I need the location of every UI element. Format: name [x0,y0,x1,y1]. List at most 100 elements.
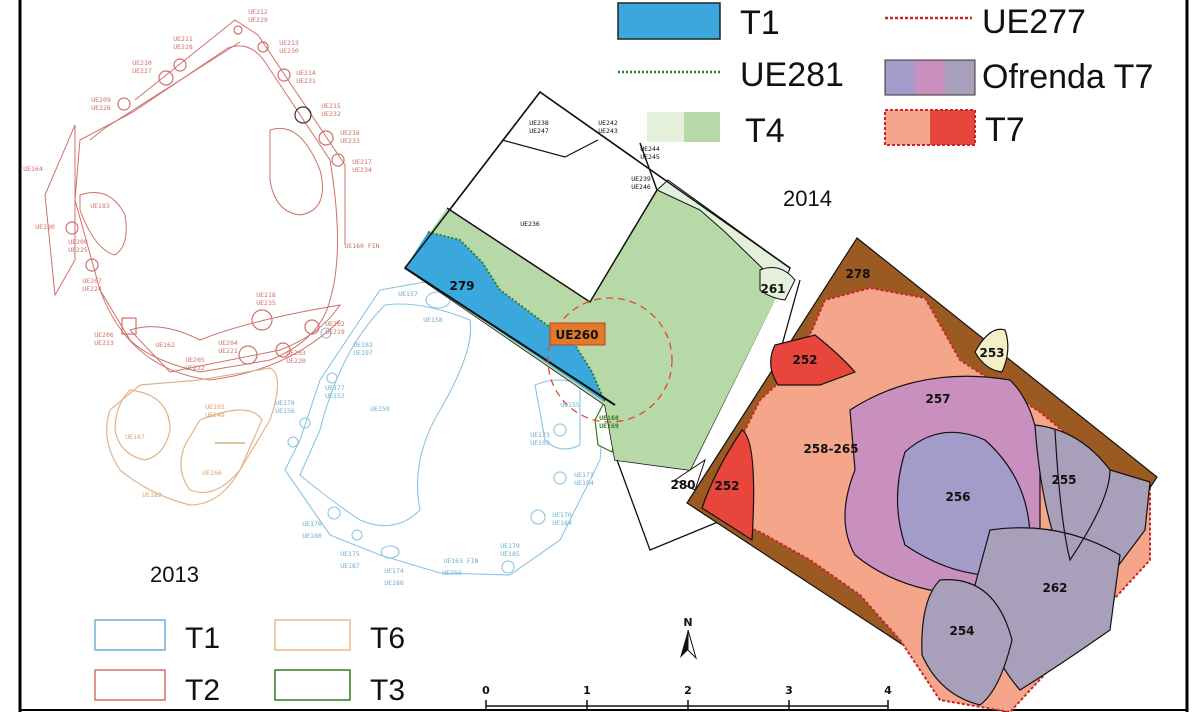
label: UE248 [205,411,225,419]
label: UE194 [574,479,594,487]
label: UE183 [90,202,110,210]
label: UE233 [340,137,360,145]
unit-255: 255 [1051,473,1076,487]
unit-261: 261 [760,282,785,296]
label: UE171 [574,471,594,479]
label: UE152 [325,392,345,400]
label: UE205 [185,356,205,364]
legend-label: T1 [185,622,220,655]
scale-ticks: 0 1 2 3 4 [482,684,892,697]
label: UE239 [631,175,651,183]
label: UE246 [631,183,651,191]
unit-280: 280 [670,478,695,492]
legend-label: T7 [985,111,1025,149]
unit-257: 257 [925,392,950,406]
label: UE197 [353,349,373,357]
plan-2013-t1 [284,281,606,576]
label: UE169 [599,422,619,430]
unit-252-left: 252 [714,479,739,493]
unit-262: 262 [1042,581,1067,595]
label: UE202 [325,320,345,328]
label: UE242 [598,119,618,127]
label: UE186 [384,579,404,587]
label: UE178 [275,399,295,407]
legend-item-t4: T4 [647,112,785,150]
legend-item-t6-2013: T6 [274,619,405,655]
scale-tick-label: 4 [884,684,892,697]
label: UE193 [530,439,550,447]
label: UE211 [173,35,193,43]
north-label: N [683,616,692,629]
scale-tick-label: 1 [583,684,591,697]
plan-2014-t7 [686,237,1158,712]
label: UE247 [529,127,549,135]
unit-256: 256 [945,490,970,504]
label: UE176 [302,520,322,528]
unit-labels-2014: 279 261 278 252 252 253 257 258-265 256 … [449,267,1076,638]
label: UE219 [325,328,345,336]
label: UE173 [530,431,550,439]
label: UE156 [275,407,295,415]
label: UE174 [384,567,404,575]
legend-item-t3-2013: T3 [274,669,405,707]
plan-2013-t2 [44,19,346,381]
scale-tick-label: 0 [482,684,490,697]
unit-254: 254 [949,624,974,638]
scale-bar [485,700,889,710]
unit-253: 253 [979,346,1004,360]
label: UE229 [248,16,268,24]
label: UE236 [520,220,540,228]
plan-2013-t6 [106,367,279,506]
label: UE243 [598,127,618,135]
legend-label: T6 [370,622,405,655]
legend-item-ofrenda-t7: Ofrenda T7 [884,58,1153,96]
label: UE184 [552,519,572,527]
label: UE179 [500,542,520,550]
label: UE224 [82,285,102,293]
label: UE207 [82,277,102,285]
label: UE187 [340,562,360,570]
label: UE208 [68,238,88,246]
legend-label: T2 [185,674,220,707]
label: UE245 [640,153,660,161]
label: UE223 [94,339,114,347]
legend-label: UE281 [740,56,844,94]
label: UE175 [340,550,360,558]
year-2013-label: 2013 [150,562,199,587]
label: UE221 [218,347,238,355]
legend-item-t1-2013: T1 [94,619,220,655]
label: UE235 [256,299,276,307]
label: UE210 [132,59,152,67]
legend-label: T3 [370,674,405,707]
ue260-extent [547,297,673,423]
label: UE280 [35,223,55,231]
label: UE170 [552,511,572,519]
label: UE182 [353,341,373,349]
label: UE164 [23,165,43,173]
north-arrow-icon: N [680,616,698,660]
small-labels-t3-t6: UE168 UE169 UE165 UE248 UE167 UE166 UE18… [125,403,619,499]
label: UE225 [68,246,88,254]
label: UE212 [248,8,268,16]
label: UE203 [286,349,306,357]
label: UE160 FIN [344,242,379,250]
small-labels-t2: UE212 UE229 UE211 UE228 UE213 UE230 UE21… [23,8,379,372]
label: UE238 [529,119,549,127]
label: UE180 [302,532,322,540]
label: UE185 [500,550,520,558]
label: UE218 [256,291,276,299]
legend-label: Ofrenda T7 [982,58,1153,96]
label: UE214 [296,69,316,77]
label: UE213 [279,39,299,47]
label: UE215 [321,102,341,110]
scale-tick-label: 2 [684,684,692,697]
legend-item-t1: T1 [617,2,780,42]
legend-item-ue281: UE281 [618,56,844,94]
label: UE226 [91,104,111,112]
label: UE220 [286,357,306,365]
legend-item-t2-2013: T2 [94,669,220,707]
legend-label: UE277 [982,3,1086,41]
label: UE228 [173,43,193,51]
year-2014-label: 2014 [783,186,832,211]
ue260-label: UE260 [556,328,599,342]
